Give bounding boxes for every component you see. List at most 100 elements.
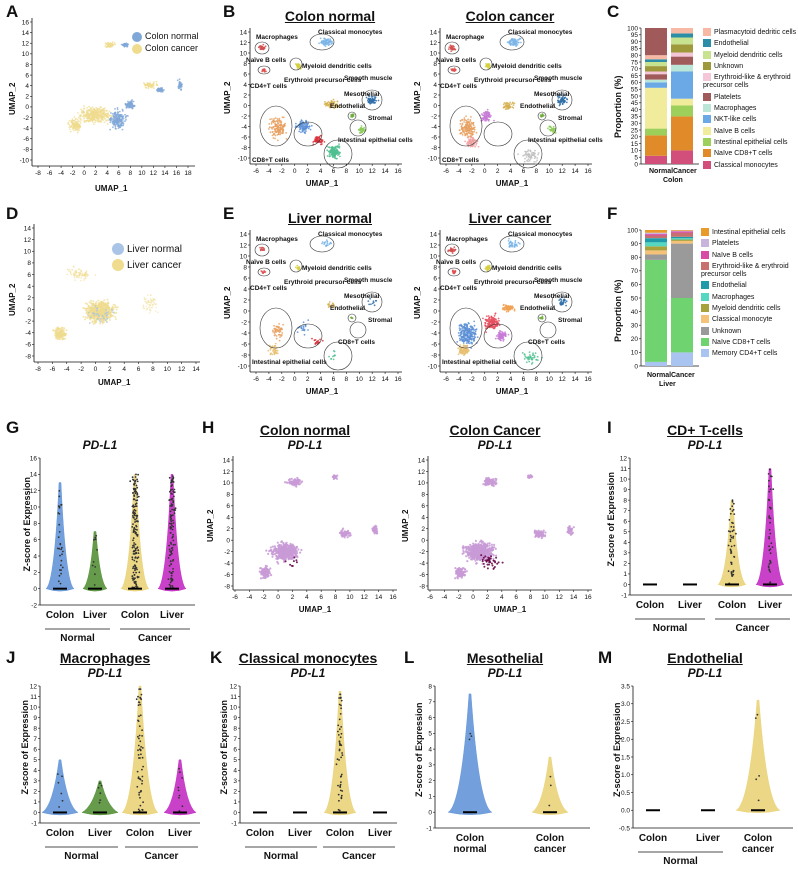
umap-point [484,119,486,122]
umap-point [504,102,507,105]
umap-point [324,101,326,103]
umap-point [99,304,102,306]
panel-c-ylabel: Proportion (%) [613,75,623,139]
umap-point [76,131,79,134]
umap-point [95,111,97,114]
tick-label: 2 [25,94,29,101]
umap-point [317,339,320,342]
tick-label: -6 [431,341,437,348]
tick-label: -8 [23,147,29,154]
umap-point [273,118,275,120]
tick-label: -6 [49,366,55,373]
umap-point [562,300,565,303]
umap-point [261,271,264,274]
umap-point [83,119,86,122]
umap-point [84,316,87,318]
umap-point [470,341,473,344]
tick-label: 14 [240,29,248,36]
umap-point [65,329,68,332]
legend-swatch [112,243,124,256]
umap-point [523,353,526,355]
tick-label: 12 [178,366,186,373]
umap-point [372,100,375,103]
umap-point [329,242,332,245]
umap-point [276,118,279,120]
umap-point [274,134,277,137]
legend-swatch [703,149,711,158]
tick-label: 12 [150,170,158,177]
tick-label: -10 [238,155,248,162]
panel-letter-d: D [6,204,19,223]
umap-point [460,325,462,327]
umap-point [532,352,534,355]
umap-point [72,129,75,132]
umap-point [105,314,108,317]
umap-point [493,314,496,317]
umap-point [474,330,477,333]
legend-label: Erythroid-like & erythroid precursor cel… [703,74,791,90]
umap-point [467,128,470,131]
tick-label: -4 [64,366,70,373]
umap-point [114,318,117,321]
umap-point [509,42,512,45]
umap-point [100,302,103,305]
bar-segment [671,37,693,45]
umap-point [99,317,102,320]
umap-point [465,125,468,128]
umap-point [335,152,338,155]
umap-point [119,120,122,123]
tick-label: 12 [559,376,567,383]
tick-label: -2 [279,376,285,383]
umap-point [131,105,134,108]
umap-point [63,327,66,330]
umap-point [274,342,277,345]
umap-point [488,316,491,319]
tick-label: 10 [138,170,146,177]
panel-letter-j: J [6,648,16,667]
umap-point [120,123,122,126]
umap-point [75,274,77,276]
umap-point [102,108,105,110]
umap-point [84,273,87,276]
umap-point [89,120,91,123]
umap-point [113,111,116,114]
umap-point [560,100,563,103]
umap-point [331,149,334,152]
umap-point [316,140,318,142]
umap-point [74,279,76,281]
umap-point [263,248,265,251]
umap-point [78,274,81,277]
panel-c-stacked-bar: 100 95 90 85 80 75 70 65 60 55 50 45 40 35 30 25 20 15 10 5… [607,20,798,200]
umap-point [339,155,341,158]
umap-point [149,82,152,84]
umap-point [373,102,376,104]
legend-swatch [703,39,711,48]
legend-entry: NKT-like cells [703,115,798,124]
cluster-annotation: Smooth muscle [344,277,393,284]
legend-label: Naïve B cells [714,127,755,135]
umap-point [520,41,522,44]
umap-point [471,128,473,130]
tick-label: 0 [433,103,437,110]
umap-point [100,115,103,117]
tick-label: 0 [243,103,247,110]
umap-point [110,117,113,120]
tick-label: 8 [535,168,539,175]
tick-label: 10 [24,249,32,256]
umap-point [59,331,62,334]
umap-point [536,359,539,361]
tick-label: 12 [240,40,248,47]
umap-point [463,121,465,123]
cluster-outline [444,41,460,55]
tick-label: 6 [117,170,121,177]
tick-label: -8 [431,352,437,359]
umap-point [108,114,111,117]
cluster-annotation: Intestinal epithelial cells [338,137,413,144]
umap-point [528,351,531,353]
umap-point [301,129,304,132]
umap-point [469,132,472,135]
umap-point [94,274,97,276]
umap-point [87,311,90,314]
umap-point [513,308,516,311]
